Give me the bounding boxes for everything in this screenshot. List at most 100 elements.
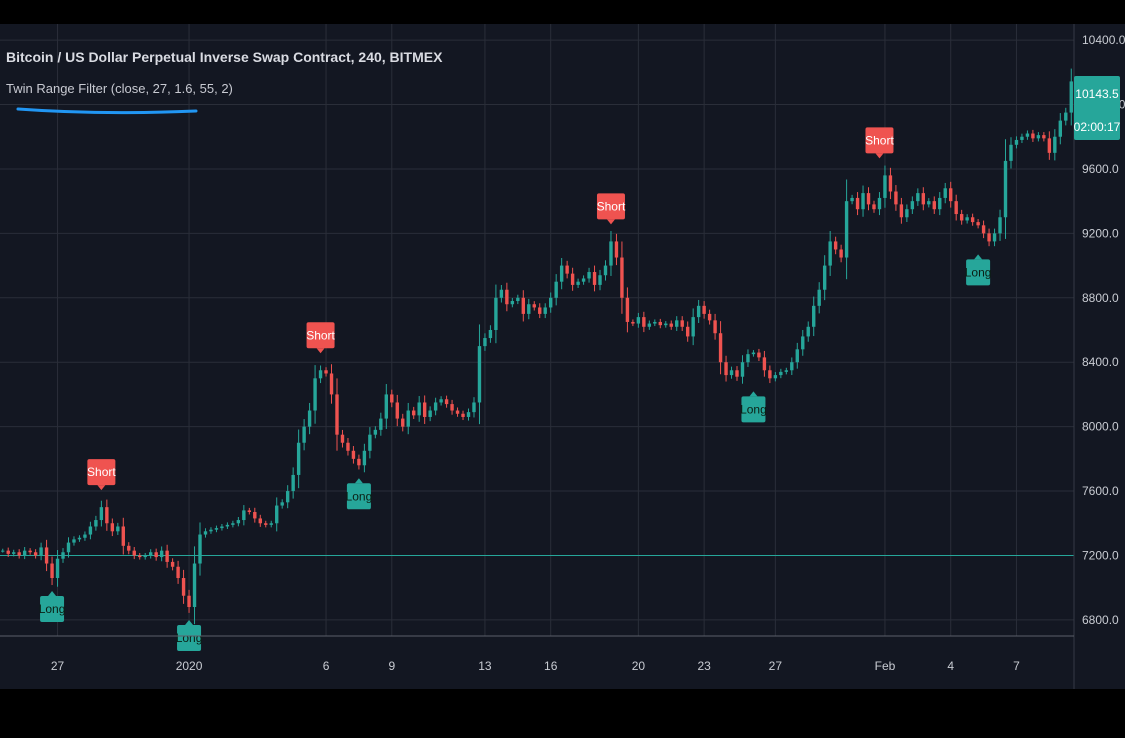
candle-body [176, 566, 180, 579]
current-price-value: 10143.5 [1075, 87, 1119, 101]
candle [746, 349, 750, 367]
candle-body [773, 375, 778, 379]
candle [121, 517, 125, 555]
candle [72, 536, 76, 546]
candle [943, 182, 947, 204]
candle [970, 213, 975, 226]
candle-body [302, 426, 306, 443]
candle [516, 294, 520, 305]
long-signal[interactable]: Long [965, 254, 992, 286]
candle-body [614, 241, 619, 258]
candle [981, 220, 986, 239]
candle [872, 200, 876, 213]
candle-body [549, 297, 553, 308]
short-signal[interactable]: Short [865, 127, 894, 159]
candle-body [450, 404, 454, 411]
candle-body [351, 450, 356, 459]
candle-body [713, 320, 717, 334]
long-signal[interactable]: Long [176, 620, 203, 652]
candle [477, 324, 482, 425]
candle [132, 547, 136, 560]
y-tick-label: 8800.0 [1082, 291, 1119, 305]
candle [740, 355, 745, 384]
candle-body [455, 410, 460, 414]
candle-body [516, 297, 520, 302]
candle-body [554, 281, 558, 298]
time-axis[interactable]: 27 2020 6 9 13 16 20 23 27 Feb 4 7 [51, 659, 1020, 673]
long-signal[interactable]: Long [346, 478, 373, 510]
candle [209, 527, 213, 534]
long-signal[interactable]: Long [39, 591, 66, 623]
candle [839, 244, 843, 263]
candle-body [609, 241, 613, 266]
candle [1025, 130, 1030, 140]
candle-body [883, 175, 887, 198]
candle-body [494, 297, 498, 330]
candle [395, 394, 399, 427]
short-signal[interactable]: Short [597, 193, 626, 225]
y-tick-label: 8400.0 [1082, 355, 1119, 369]
candle-body [373, 429, 378, 435]
candle [55, 549, 60, 587]
candle [910, 196, 915, 214]
long-signal[interactable]: Long [740, 391, 767, 423]
candle [88, 521, 93, 540]
candle [658, 318, 662, 329]
candle-body [50, 563, 54, 579]
candle-body [877, 197, 882, 210]
candle-body [406, 410, 410, 427]
candle-body [768, 370, 772, 379]
candle [691, 308, 695, 346]
candle [603, 260, 608, 281]
candle [422, 395, 427, 424]
short-signal[interactable]: Short [306, 322, 336, 354]
candle-body [916, 193, 920, 202]
candle [433, 397, 438, 416]
candle-body [691, 317, 695, 337]
candle-body [576, 281, 580, 285]
candle [1014, 136, 1019, 149]
candle-body [99, 507, 104, 521]
candle [302, 419, 306, 451]
candle-body [318, 370, 323, 379]
candle [932, 196, 936, 214]
candle [499, 284, 504, 303]
candle [795, 342, 799, 369]
candle [724, 355, 728, 382]
candle-body [592, 272, 597, 285]
candle [362, 443, 367, 473]
candle [664, 321, 668, 328]
candle-body [905, 209, 909, 218]
candle-body [138, 555, 142, 558]
candle [99, 500, 104, 527]
candle [505, 282, 509, 312]
y-tick-label: 6800.0 [1082, 613, 1119, 627]
candle-body [66, 542, 71, 553]
candle-body [412, 410, 416, 416]
candle [549, 292, 553, 313]
candle-body [313, 378, 317, 411]
candle-body [850, 197, 854, 202]
indicator-legend[interactable]: Twin Range Filter (close, 27, 1.6, 55, 2… [6, 81, 233, 96]
candle-body [598, 275, 602, 285]
candle-body [401, 418, 405, 427]
symbol-title[interactable]: Bitcoin / US Dollar Perpetual Inverse Sw… [6, 49, 443, 65]
candle [559, 258, 564, 290]
candle [685, 321, 690, 342]
candle-body [932, 201, 936, 210]
x-tick-label: 4 [947, 659, 954, 673]
candle [307, 402, 312, 435]
candle-body [899, 204, 904, 218]
candle-body [532, 304, 536, 308]
candle [192, 546, 197, 625]
short-signal[interactable]: Short [87, 459, 116, 491]
candle [527, 298, 531, 320]
candle-body [159, 550, 164, 558]
candle-body [981, 225, 986, 234]
candle-body [757, 352, 761, 358]
candle-body [231, 523, 235, 525]
candle [379, 412, 383, 436]
y-tick-label: 9200.0 [1082, 226, 1119, 240]
candle [954, 194, 958, 221]
